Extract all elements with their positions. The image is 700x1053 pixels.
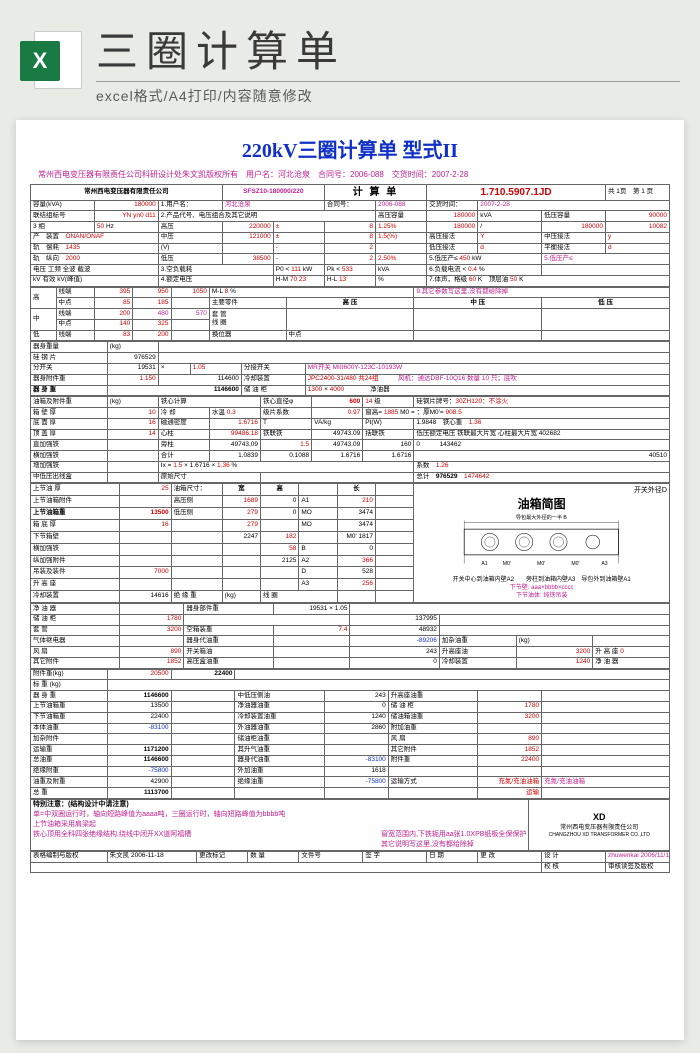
delivery-label: 交货时间： (427, 200, 478, 211)
weight-row: 下节油箱重 22400 冷却装置油重 1240 储油箱油重 3200 (31, 712, 670, 723)
capacity-label: 容量(kVA) (31, 200, 95, 211)
tank-table: 上节油 厚 25 油箱尺寸： 宽 高 长 开关外径D 油箱简图 (30, 483, 670, 603)
conn-val: YN yn0 d11 (94, 211, 158, 222)
doc-byline: 常州西电变压器有限责任公司科研设计处朱文凯版权所有 用户名：河北沧泉 合同号：2… (30, 169, 670, 180)
svg-text:M0': M0' (537, 561, 545, 567)
lvcap: 90000 (606, 211, 670, 222)
spec2: 2.产品代号、电压组合及其它说明 (158, 211, 375, 222)
contract-val: 2006-088 (376, 200, 427, 211)
svg-text:A3: A3 (602, 561, 608, 567)
page-no: 共 1页 第 1 页 (606, 185, 670, 201)
page-header: X 三圈计算单 excel格式/A4打印/内容随意修改 (0, 0, 700, 116)
excel-icon: X (20, 31, 82, 93)
freq: 50 (97, 223, 104, 230)
title-block: 三圈计算单 excel格式/A4打印/内容随意修改 (96, 18, 680, 106)
capacity-val: 180000 (94, 200, 158, 211)
core-tank-table: 油箱及附件重 (kg) 铁心计算 铁心直径φ 600 14 级 硅钢片牌号：30… (30, 396, 670, 483)
svg-text:导包最大外径的一半 B: 导包最大外径的一半 B (516, 513, 568, 521)
weight-row: 总油重 1146600 器身代油重 -83100 附件重 22400 (31, 755, 670, 766)
drawing-no: 1.710.5907.1JD (427, 185, 606, 201)
hvcap-l: 高压容量 (376, 211, 427, 222)
weights-table: 附件重(kg) 20500 22400 标 重 (kg) 器 身 重 11466… (30, 669, 670, 799)
footer-table: 表格编制与版权 朱文凯 2006-11-18 更改标记 数 量 文件号 签 字 … (30, 851, 670, 874)
svg-text:A1: A1 (482, 561, 488, 567)
doc-title: 220kV三圈计算单 型式II (30, 134, 670, 163)
delivery-val: 2007-2-28 (478, 200, 670, 211)
sheet-label: 计 算 单 (324, 185, 426, 201)
hvcap: 180000 (427, 211, 478, 222)
hv-v: 220000 (222, 222, 273, 233)
user-label: 1.用户名： (158, 200, 222, 211)
weight-row: 上节油箱重 13500 净油器油重 0 储 油 柜 1780 (31, 701, 670, 712)
weight-row: 绝缘附重 -75800 外加油重 1618 (31, 766, 670, 777)
hv-ml-table: 高 线端 395 950 1050 M-L 8 % 9.其它参数写这里,没有都给… (30, 287, 670, 342)
contract-label: 合同号： (324, 200, 375, 211)
weight-row: 油重及附重 42900 绝缘油重 -75800 运输方式 充氮/充油油箱 充氮/… (31, 777, 670, 788)
company-logo: XD 常州西电变压器有限责任公司 CHANGZHOU XD TRANSFORME… (529, 799, 670, 850)
user-val: 河北沧泉 (222, 200, 324, 211)
notes-cell: 特别注意：(结构设计中请注意) 单=中双圈运行时，轴向短路峰值为aaaa吨，三圈… (31, 799, 529, 850)
calc-sheet: 220kV三圈计算单 型式II 常州西电变压器有限责任公司科研设计处朱文凯版权所… (16, 120, 684, 1040)
weight-row: 运输重 1171200 其升气油重 其它附件 1852 (31, 745, 670, 756)
phase-l: 3 相 (31, 222, 95, 233)
weight-row: 本体油重 -83100 外油器油重 2860 附加油重 (31, 723, 670, 734)
weight-row: 器 身 重 1146600 中低压侧油 243 升高座油重 (31, 691, 670, 702)
weight-row: 总 重 1113700 运输 (31, 788, 670, 799)
svg-text:M0': M0' (572, 561, 580, 567)
svg-text:M0': M0' (503, 561, 511, 567)
sub-title: excel格式/A4打印/内容随意修改 (96, 81, 680, 106)
tank-diagram: 开关外径D 油箱简图 A1 (416, 486, 667, 600)
lower-table: 净 油 器 器身部件重19531 × 1.05 储 油 柜1780 137995… (30, 603, 670, 669)
top-table: 常州西电变压器有限责任公司 SFSZ10-180000/220 计 算 单 1.… (30, 184, 670, 287)
notes-table: 特别注意：(结构设计中请注意) 单=中双圈运行时，轴向短路峰值为aaaa吨，三圈… (30, 799, 670, 851)
conn-label: 联结组标号 (31, 211, 95, 222)
model-cell: SFSZ10-180000/220 (222, 185, 324, 201)
main-title: 三圈计算单 (96, 18, 680, 79)
tank-svg: A1 M0' M0' M0' A3 导包最大外径的一半 B (416, 512, 667, 572)
body-core-table: 器身重量 (kg) 硅 钢 片 976529 分开关 19531 × 1.05 … (30, 341, 670, 396)
company-cell: 常州西电变压器有限责任公司 (31, 185, 223, 201)
weight-row: 加杂附件 储油柜油重 风 扇 890 (31, 734, 670, 745)
lvcap-l: 低压容量 (542, 211, 606, 222)
